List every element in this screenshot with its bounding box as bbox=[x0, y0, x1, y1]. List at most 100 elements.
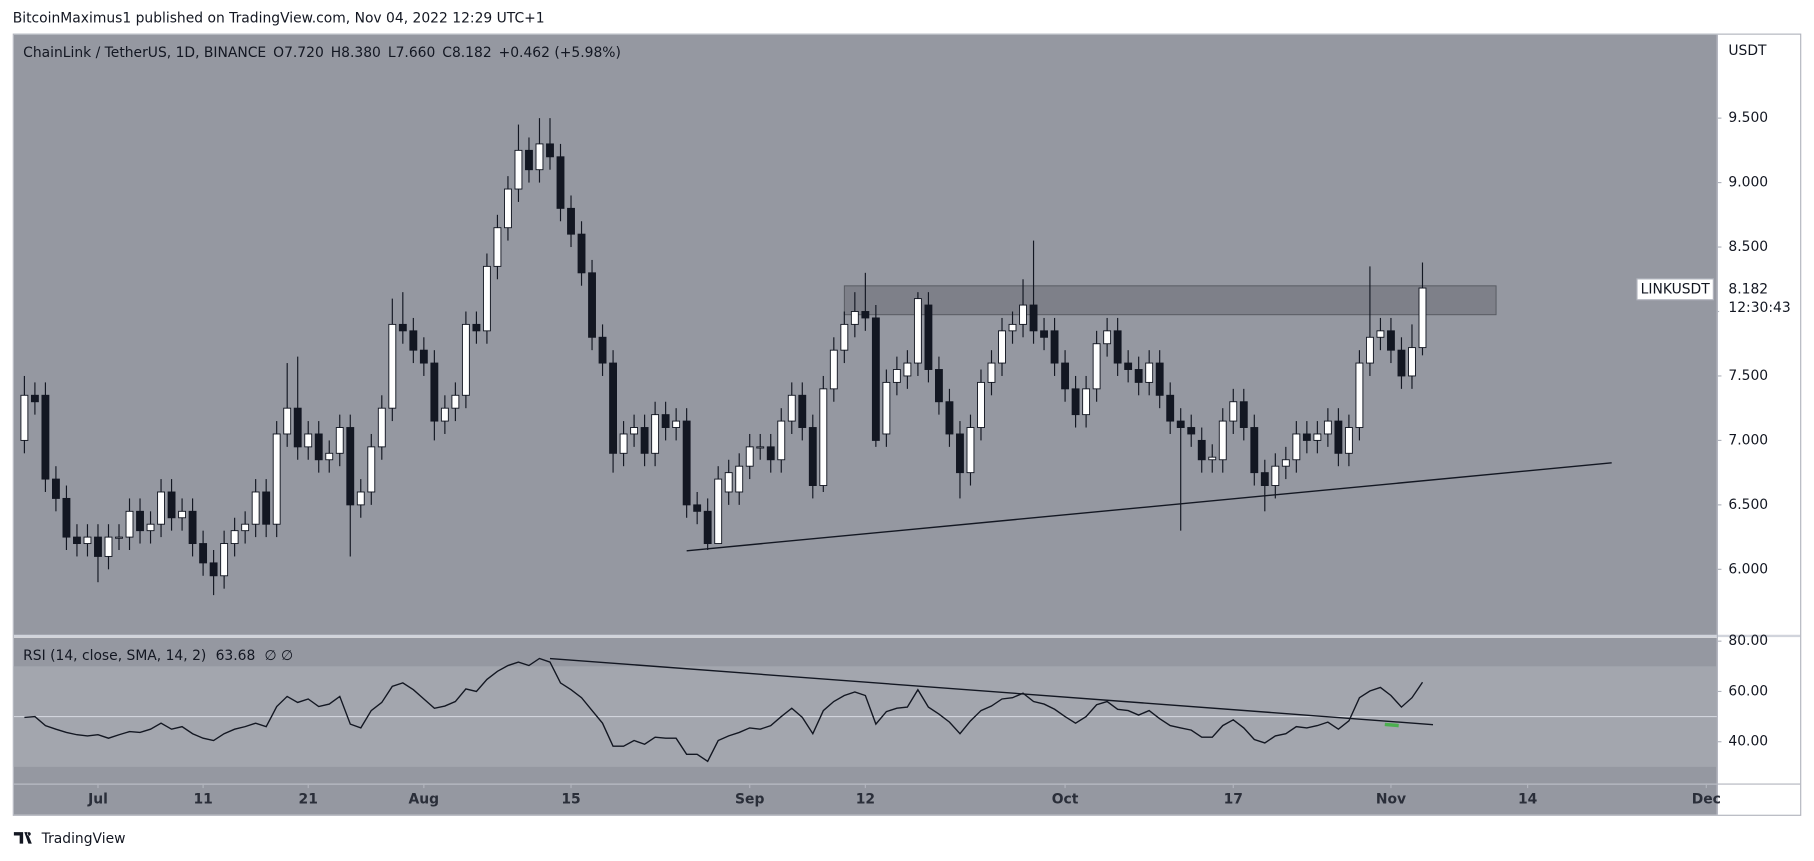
y-tick-label: 9.000 bbox=[1728, 175, 1768, 191]
candle-down bbox=[30, 394, 39, 403]
candle-up bbox=[482, 265, 491, 332]
candle-up bbox=[1271, 465, 1280, 486]
candle-down bbox=[861, 311, 870, 319]
rsi-legend: RSI (14, close, SMA, 14, 2) 63.68 ∅ ∅ bbox=[23, 648, 293, 664]
legend-key: H bbox=[331, 45, 341, 61]
y-tick-label: 6.000 bbox=[1728, 561, 1768, 577]
candle-down bbox=[1250, 427, 1259, 474]
candle-down bbox=[346, 427, 355, 506]
candle-up bbox=[1019, 304, 1027, 325]
x-tick-label: 17 bbox=[1224, 792, 1243, 808]
countdown: 12:30:43 bbox=[1728, 300, 1790, 316]
candle-up bbox=[514, 149, 523, 190]
candle-down bbox=[1260, 472, 1269, 486]
candle-up bbox=[1145, 362, 1154, 383]
y-tick-label: 7.000 bbox=[1728, 432, 1768, 448]
candle-up bbox=[335, 427, 344, 454]
rsi-value: 63.68 bbox=[216, 648, 256, 664]
candle-up bbox=[840, 323, 849, 351]
candle-up bbox=[672, 420, 681, 428]
candle-down bbox=[314, 433, 323, 461]
candle-up bbox=[440, 407, 449, 422]
resistance-zone bbox=[843, 285, 1497, 316]
symbol-label: LINKUSDT bbox=[1641, 281, 1711, 297]
rsi-line bbox=[24, 657, 1424, 763]
candle-up bbox=[157, 491, 165, 525]
candle-up bbox=[220, 543, 229, 577]
candle-down bbox=[199, 543, 208, 564]
candle-down bbox=[94, 536, 102, 557]
candle-up bbox=[651, 414, 660, 454]
candle-down bbox=[1176, 420, 1185, 428]
time-axis bbox=[13, 784, 1717, 815]
breakout-marker bbox=[1384, 722, 1399, 728]
candle-up bbox=[272, 433, 281, 525]
candle-down bbox=[609, 362, 617, 454]
candle-up bbox=[251, 491, 260, 525]
candle-down bbox=[1302, 433, 1311, 441]
legend-key: O bbox=[273, 45, 284, 61]
marks: 6.0006.5007.0007.5008.0008.5009.0009.500… bbox=[13, 110, 1768, 808]
candle-up bbox=[903, 362, 912, 377]
candle-up bbox=[493, 227, 502, 267]
candle-up bbox=[1365, 336, 1374, 364]
candle-down bbox=[703, 510, 712, 545]
candle-down bbox=[556, 156, 565, 209]
candle-up bbox=[1092, 343, 1101, 390]
candle-up bbox=[20, 394, 29, 441]
candle-up bbox=[787, 394, 796, 422]
candle-down bbox=[209, 562, 218, 577]
candle-down bbox=[1050, 330, 1059, 364]
x-tick-label: 14 bbox=[1518, 792, 1538, 808]
legend-key: L bbox=[388, 45, 396, 61]
candle-up bbox=[850, 311, 859, 325]
candle-up bbox=[451, 394, 460, 409]
candle-up bbox=[461, 323, 470, 396]
logo-icon bbox=[13, 832, 32, 844]
candle-down bbox=[1197, 439, 1206, 461]
candle-down bbox=[935, 369, 943, 403]
candle-up bbox=[1418, 287, 1427, 349]
candle-down bbox=[945, 401, 954, 435]
candle-down bbox=[398, 323, 407, 332]
candle-down bbox=[1334, 420, 1343, 454]
rsi-title: RSI (14, close, SMA, 14, 2) bbox=[23, 648, 206, 664]
candle-up bbox=[630, 427, 639, 435]
candle-down bbox=[598, 336, 607, 364]
legend-value: 8.380 bbox=[341, 45, 381, 61]
legend-value: 7.720 bbox=[284, 45, 324, 61]
candle-up bbox=[829, 349, 838, 390]
candle-up bbox=[388, 323, 397, 409]
candle-down bbox=[525, 149, 533, 171]
candle-down bbox=[1029, 304, 1038, 332]
candle-up bbox=[1281, 459, 1290, 467]
candle-up bbox=[304, 433, 313, 448]
candle-down bbox=[430, 362, 439, 422]
candle-down bbox=[1239, 401, 1248, 428]
rsi-tick-label: 80.00 bbox=[1728, 633, 1768, 649]
candle-up bbox=[745, 446, 754, 467]
candle-down bbox=[661, 414, 670, 428]
x-tick-label: 12 bbox=[856, 792, 875, 808]
candle-up bbox=[1408, 347, 1416, 377]
candle-up bbox=[913, 298, 922, 364]
candle-down bbox=[1040, 330, 1048, 338]
candle-up bbox=[1082, 388, 1091, 416]
x-tick-label: Sep bbox=[735, 792, 764, 808]
candle-up bbox=[146, 523, 155, 532]
candle-up bbox=[535, 143, 544, 171]
candle-up bbox=[1344, 427, 1353, 454]
candle-down bbox=[956, 433, 964, 474]
candle-down bbox=[51, 478, 60, 499]
candle-up bbox=[756, 446, 765, 449]
candle-up bbox=[377, 407, 386, 448]
rsi-trendline bbox=[549, 657, 1434, 726]
y-tick-label: 6.500 bbox=[1728, 497, 1768, 513]
legend-value: 7.660 bbox=[396, 45, 436, 61]
candle-down bbox=[1155, 362, 1164, 396]
candle-down bbox=[188, 510, 197, 545]
candle-down bbox=[1134, 369, 1143, 383]
candle-up bbox=[619, 433, 628, 454]
candle-up bbox=[966, 427, 975, 474]
candle-down bbox=[871, 317, 880, 441]
